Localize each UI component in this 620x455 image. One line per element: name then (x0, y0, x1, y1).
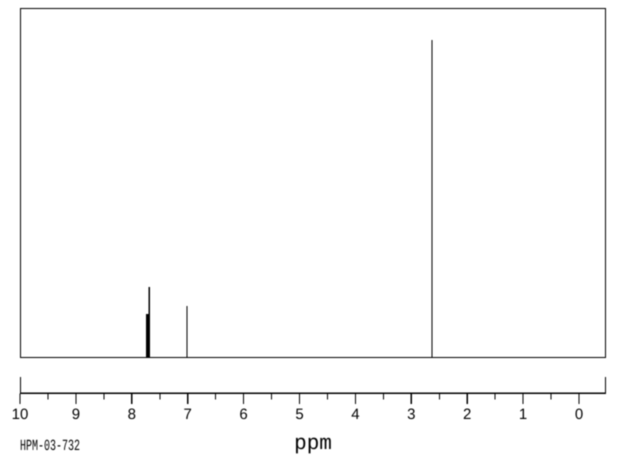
svg-text:4: 4 (351, 406, 359, 423)
svg-text:0: 0 (575, 406, 583, 423)
svg-text:1: 1 (519, 406, 527, 423)
svg-text:7: 7 (184, 406, 192, 423)
svg-text:ppm: ppm (294, 433, 332, 455)
svg-text:2: 2 (463, 406, 471, 423)
svg-text:10: 10 (12, 406, 29, 423)
svg-text:6: 6 (239, 406, 247, 423)
svg-text:HPM-03-732: HPM-03-732 (20, 439, 80, 455)
svg-text:9: 9 (72, 406, 80, 423)
svg-text:3: 3 (407, 406, 415, 423)
svg-text:8: 8 (128, 406, 136, 423)
svg-text:5: 5 (295, 406, 303, 423)
